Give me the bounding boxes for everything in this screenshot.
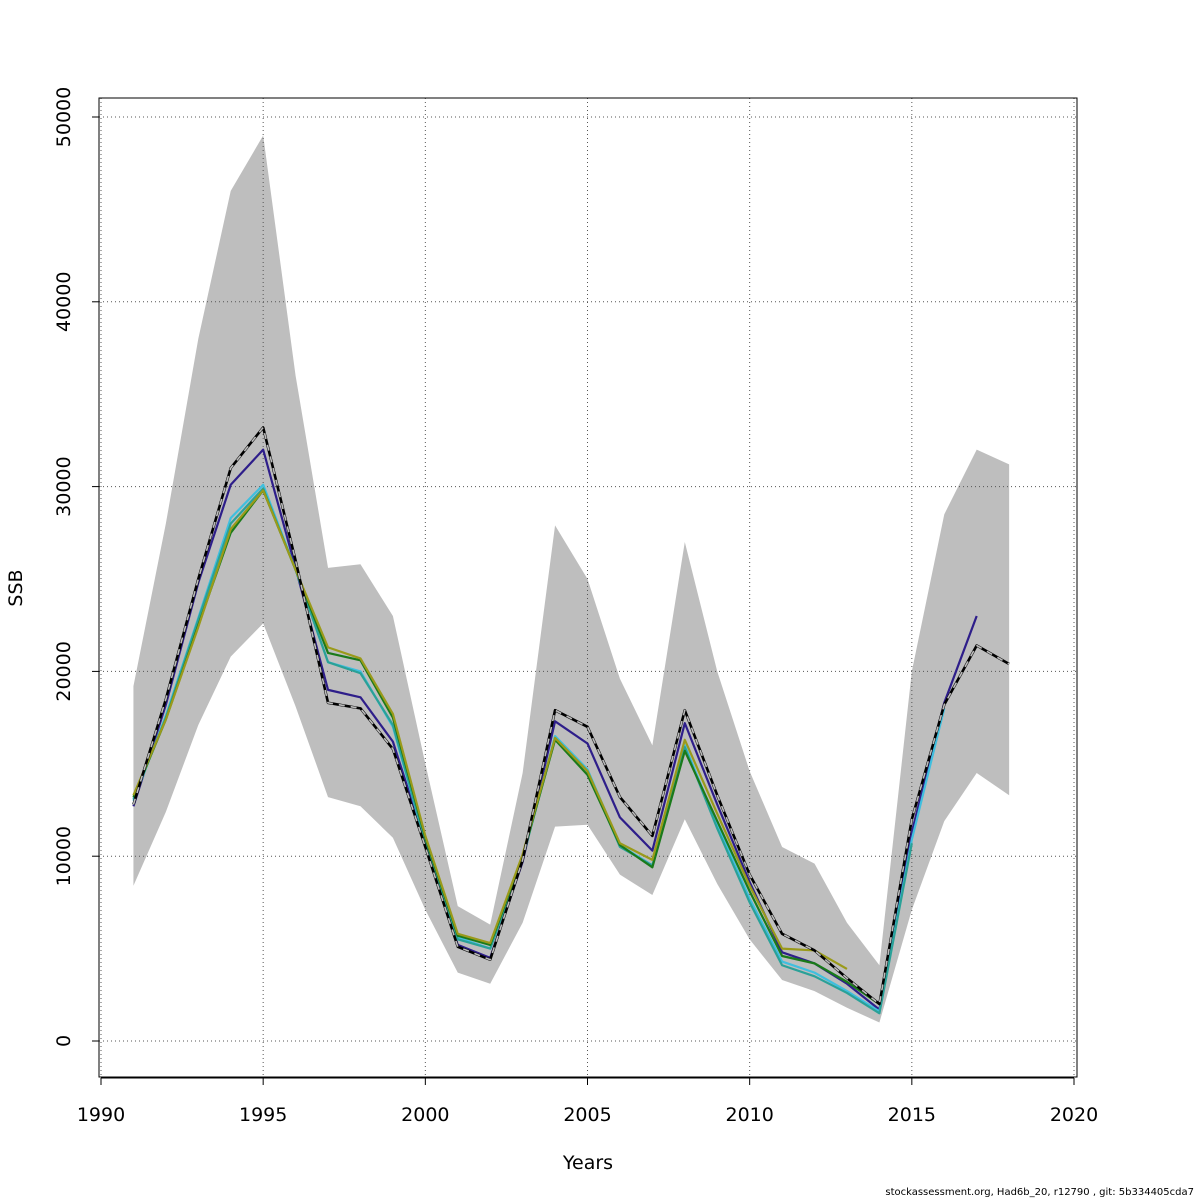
y-tick-label: 30000 <box>53 456 75 516</box>
series-layer <box>132 426 1010 1015</box>
grid-layer <box>99 98 1077 1077</box>
x-tick-label: 2015 <box>888 1104 936 1126</box>
confidence-band <box>133 135 1010 1023</box>
series-line-4 <box>132 489 848 970</box>
x-tick-label: 2000 <box>401 1104 449 1126</box>
x-tick-label: 2010 <box>725 1104 773 1126</box>
x-tick-label: 2005 <box>563 1104 611 1126</box>
x-tick-label: 1995 <box>239 1104 287 1126</box>
y-axis-title: SSB <box>5 569 27 606</box>
x-axis-title: Years <box>562 1152 613 1174</box>
y-tick-label: 10000 <box>53 826 75 886</box>
confidence-band-layer <box>133 135 1010 1023</box>
series-line-estimate-dash <box>132 426 1010 1005</box>
y-tick-label: 0 <box>53 1035 75 1047</box>
y-tick-label: 50000 <box>53 87 75 147</box>
x-axis: 1990 1995 2000 2005 2010 2015 2020 <box>77 1077 1098 1126</box>
y-tick-label: 40000 <box>53 272 75 332</box>
y-tick-label: 20000 <box>53 641 75 701</box>
footer-credit: stockassessment.org, Had6b_20, r12790 , … <box>885 1187 1194 1198</box>
x-tick-label: 1990 <box>77 1104 125 1126</box>
y-axis: 0 10000 20000 30000 40000 50000 <box>53 87 100 1047</box>
x-tick-label: 2020 <box>1050 1104 1098 1126</box>
